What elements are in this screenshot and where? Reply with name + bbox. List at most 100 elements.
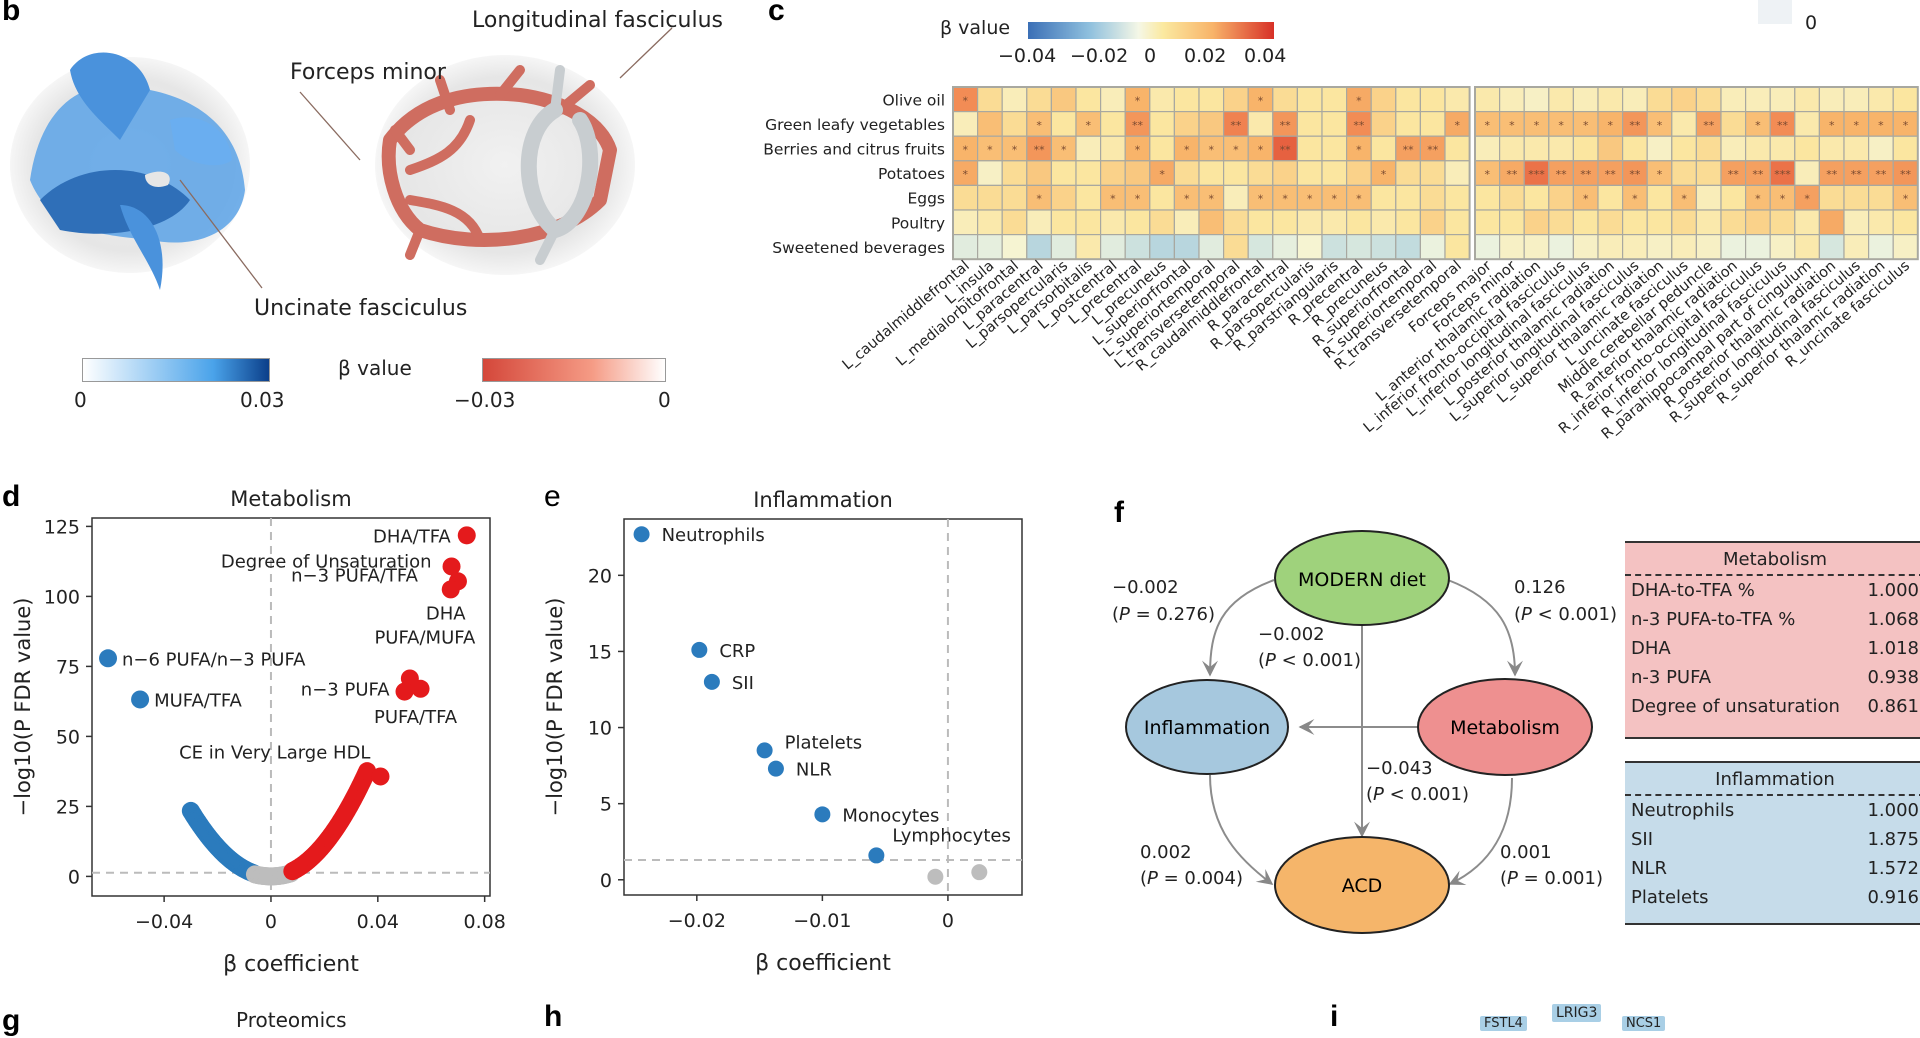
heatmap-cell	[1498, 234, 1525, 260]
edge-label-coef: 0.002	[1140, 842, 1192, 863]
heatmap-cell	[1321, 184, 1348, 211]
x-tick-label: −0.04	[135, 911, 193, 933]
heatmap-cell	[1523, 86, 1550, 113]
panel-b-legend-title: β value	[338, 356, 412, 380]
heatmap-cell	[1474, 86, 1501, 113]
heatmap-cell	[1272, 209, 1299, 236]
heatmap-cell	[976, 209, 1003, 236]
heatmap-cell	[1498, 135, 1525, 162]
heatmap-cell	[1395, 160, 1422, 187]
heatmap-cell	[1026, 209, 1053, 236]
point-label: NLR	[796, 760, 832, 781]
y-tick-label: 125	[44, 516, 80, 538]
heatmap-cell	[952, 110, 979, 137]
heatmap-cell	[1769, 135, 1796, 162]
heatmap-cell	[1671, 234, 1698, 260]
data-point	[756, 742, 773, 759]
heatmap-chart: Olive oil Green leafy vegetables Berries a…	[763, 86, 1919, 443]
significance-stars: **	[1280, 119, 1292, 132]
significance-stars: ***	[1528, 168, 1545, 181]
heatmap-cell	[1026, 160, 1053, 187]
table-row: Neutrophils 1.000	[1625, 796, 1920, 825]
data-point	[633, 526, 650, 543]
y-tick-label: 5	[600, 794, 612, 816]
sagittal-brain-image	[10, 52, 250, 290]
heatmap-cell	[1867, 234, 1894, 260]
label-forceps-minor: Forceps minor	[290, 60, 446, 85]
heatmap-cell	[1444, 160, 1471, 187]
heatmap-cell	[1075, 184, 1102, 211]
row-value: 1.000	[1867, 580, 1919, 601]
heatmap-cell	[1345, 234, 1372, 260]
significance-stars: **	[1703, 119, 1715, 132]
y-tick-label: 15	[588, 641, 612, 663]
metabolism-weights-table: Metabolism DHA-to-TFA % 1.000 n-3 PUFA-to-…	[1625, 541, 1920, 739]
significance-stars: *	[1558, 119, 1564, 132]
panel-b-letter: b	[2, 0, 21, 27]
heatmap-cell	[1695, 234, 1722, 260]
heatmap-cell	[1597, 234, 1624, 260]
significance-stars: *	[1061, 144, 1067, 157]
heatmap-cell	[1744, 86, 1771, 113]
heatmap-cell	[1744, 135, 1771, 162]
heatmap-cell	[1272, 234, 1299, 260]
heatmap-cell	[1370, 110, 1397, 137]
protein-tag: LRIG3	[1552, 1004, 1602, 1022]
heatmap-cell	[1671, 110, 1698, 137]
heatmap-cell	[1395, 110, 1422, 137]
heatmap-cell	[1173, 234, 1200, 260]
heatmap-row-label: Green leafy vegetables	[765, 116, 945, 134]
node-inflammation-label: Inflammation	[1144, 717, 1270, 739]
inflammation-weights-table: Inflammation Neutrophils 1.000 SII 1.875 NLR…	[1625, 761, 1920, 925]
significance-stars: *	[1356, 94, 1362, 107]
heatmap-cell	[1001, 234, 1028, 260]
heatmap-cell	[1867, 135, 1894, 162]
heatmap-cell	[1050, 160, 1077, 187]
heatmap-tick: −0.02	[1070, 45, 1129, 67]
heatmap-cell	[1222, 86, 1249, 113]
heatmap-cell	[1050, 234, 1077, 260]
heatmap-cell	[1419, 160, 1446, 187]
significance-stars: *	[1829, 119, 1835, 132]
y-tick-label: 0	[68, 866, 80, 888]
significance-stars: *	[987, 144, 993, 157]
heatmap-cell	[1173, 209, 1200, 236]
volcano-inflammation-chart: Inflammation −0.02 −0.01 0 0 5 10 15 20 β coeffic…	[543, 488, 1023, 976]
heatmap-cell	[1272, 86, 1299, 113]
chart-title: Metabolism	[230, 487, 351, 511]
heatmap-cell	[1149, 234, 1176, 260]
heatmap-cell	[1695, 209, 1722, 236]
row-name: NLR	[1631, 858, 1667, 879]
significance-stars: **	[1826, 168, 1838, 181]
heatmap-cell	[1523, 209, 1550, 236]
significance-stars: **	[1230, 119, 1242, 132]
heatmap-cell	[1395, 209, 1422, 236]
significance-stars: *	[1485, 119, 1491, 132]
edge-label-coef: 0.001	[1500, 842, 1552, 863]
significance-stars: *	[1356, 144, 1362, 157]
blue-colorbar-min: 0	[74, 388, 87, 412]
heatmap-cell	[1026, 110, 1053, 137]
heatmap-cell	[1720, 135, 1747, 162]
row-value: 1.018	[1867, 638, 1919, 659]
labeled-data-point	[411, 679, 430, 698]
heatmap-cell	[1370, 209, 1397, 236]
significance-stars: **	[1629, 119, 1641, 132]
heatmap-cell	[976, 234, 1003, 260]
data-point	[971, 864, 988, 881]
heatmap-tick: 0.04	[1244, 45, 1287, 67]
heatmap-cell	[1124, 234, 1151, 260]
heatmap-cell	[1621, 234, 1648, 260]
edge-metabolism-acd	[1448, 777, 1513, 886]
y-axis-label: −log10(P FDR value)	[543, 598, 567, 817]
heatmap-cell	[1646, 135, 1673, 162]
heatmap-cell	[1370, 86, 1397, 113]
significance-stars: *	[1036, 193, 1042, 206]
significance-stars: *	[963, 144, 969, 157]
heatmap-cell	[1247, 209, 1274, 236]
significance-stars: **	[1353, 119, 1365, 132]
edge-p-value: < 0.001	[1538, 604, 1610, 625]
heatmap-cell	[1370, 184, 1397, 211]
significance-stars: **	[1427, 144, 1439, 157]
heatmap-cell	[1124, 86, 1151, 113]
